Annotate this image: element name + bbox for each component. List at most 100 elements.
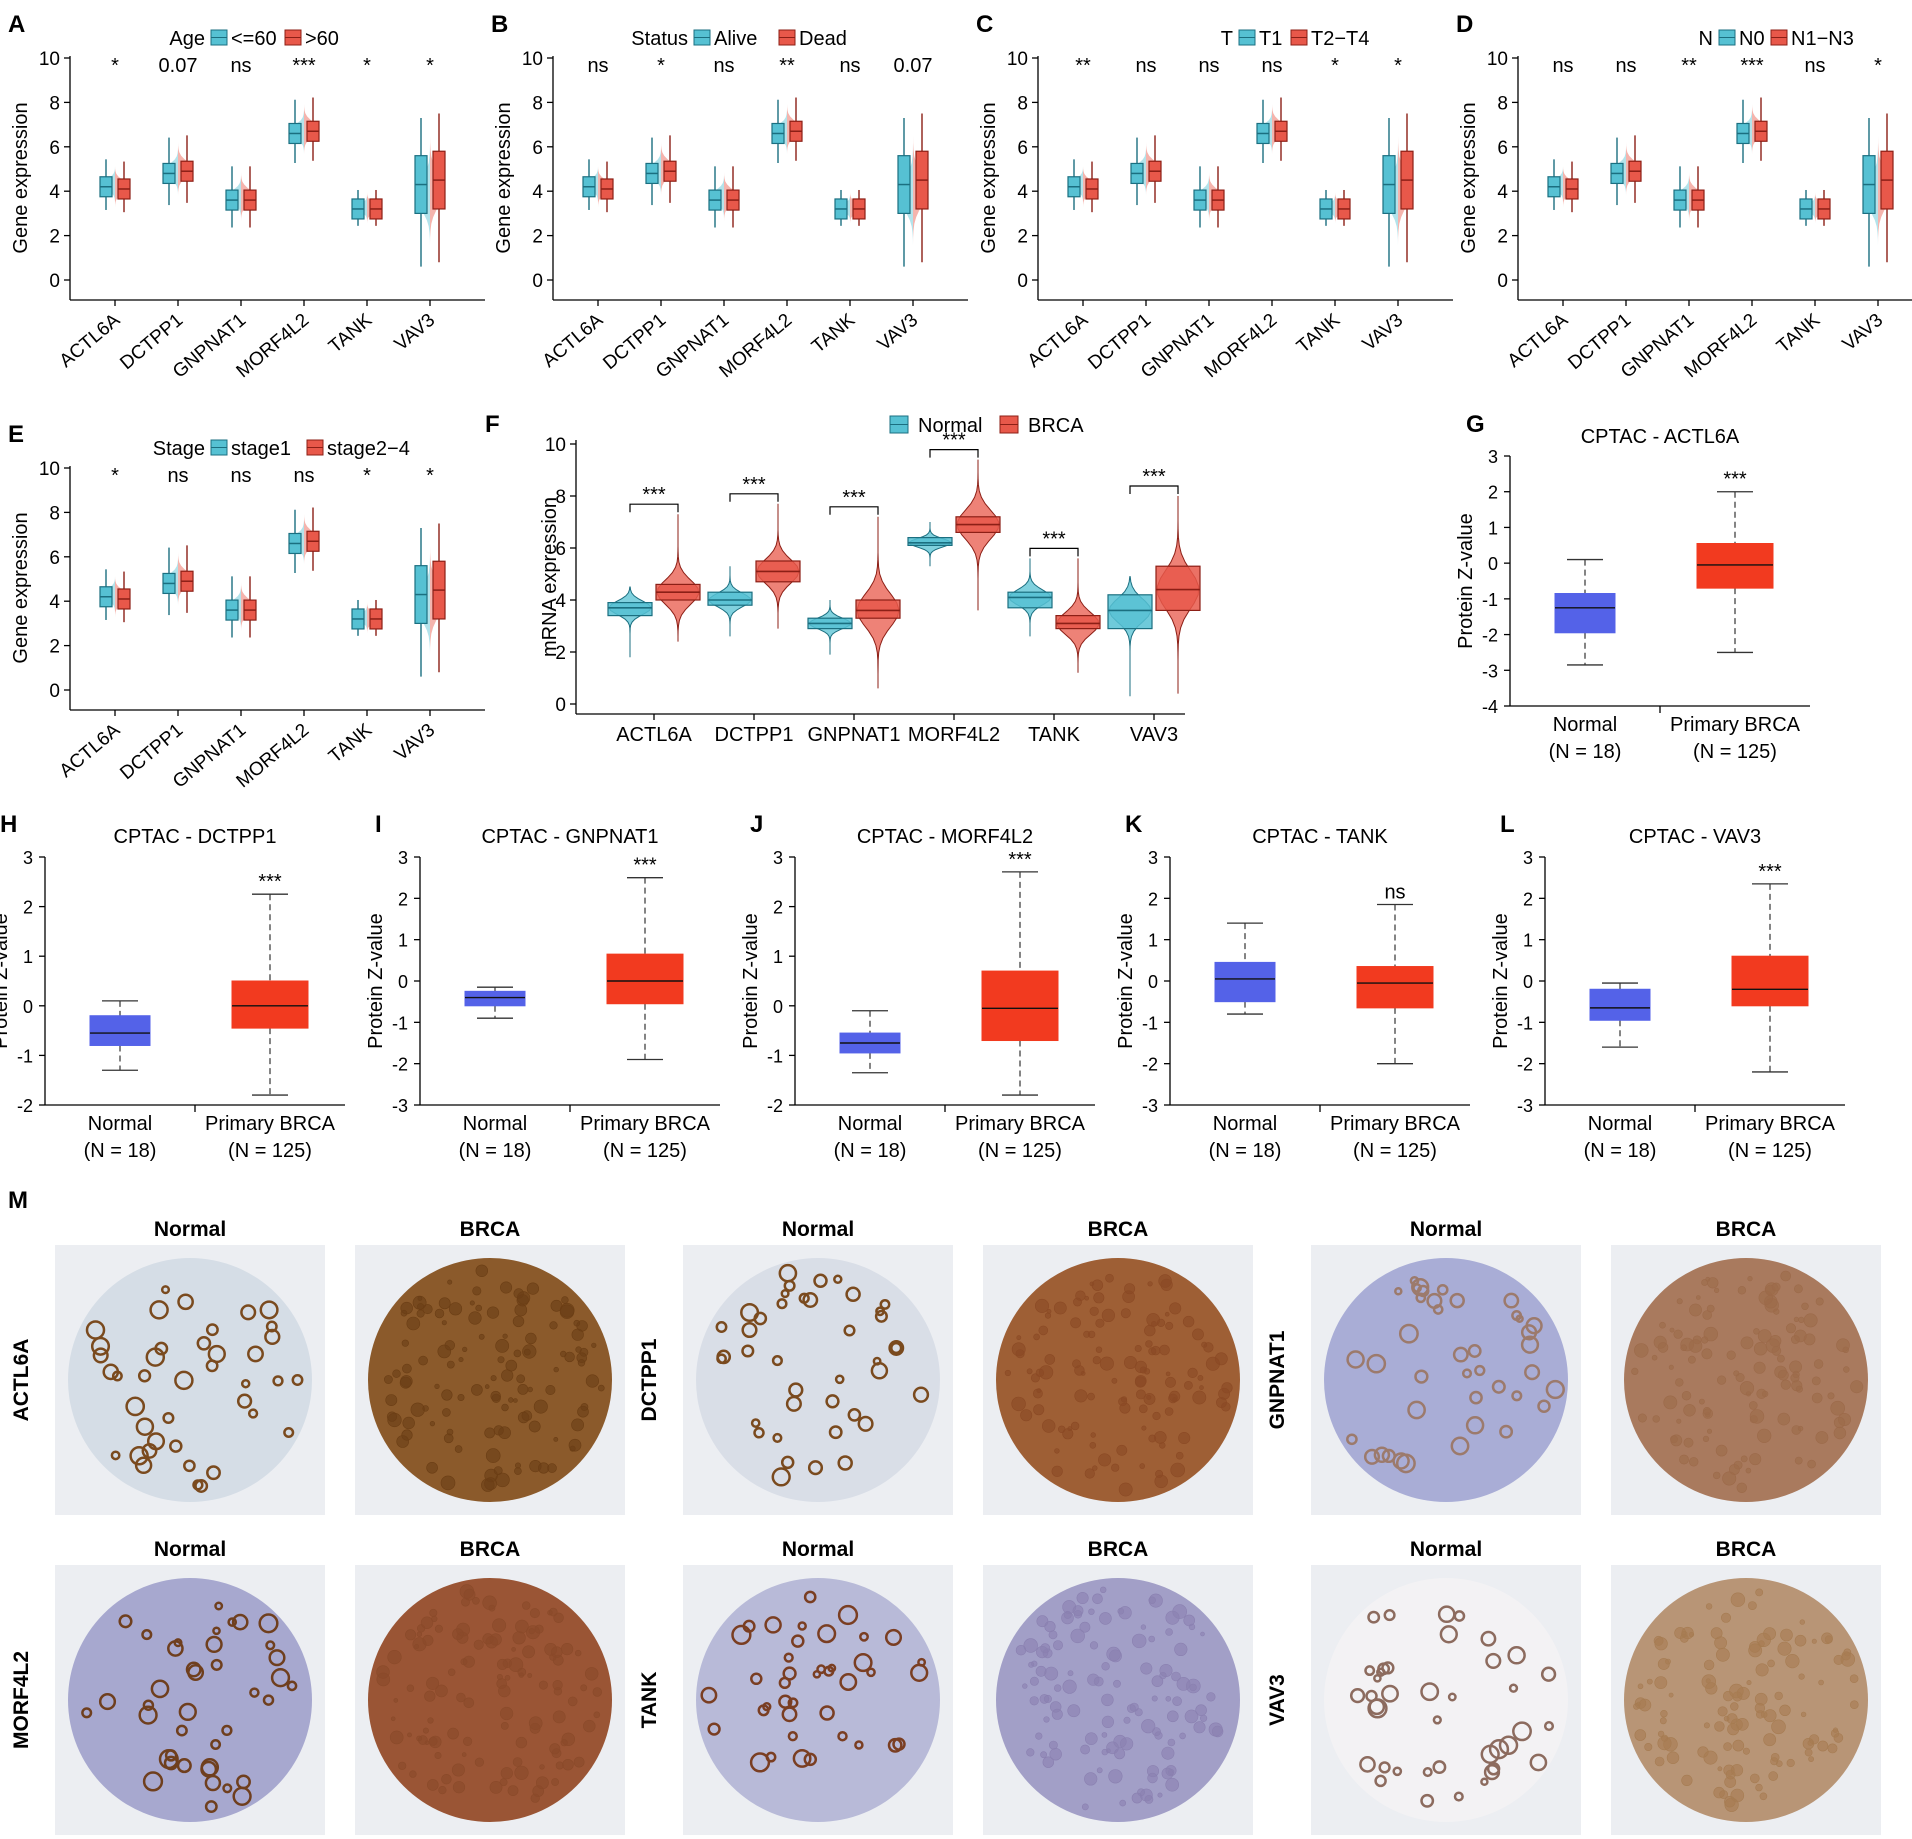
ihc-texture: [1169, 1302, 1182, 1315]
ihc-texture: [1044, 1354, 1056, 1365]
ihc-texture: [1754, 1692, 1768, 1706]
y-tick-label: 0: [532, 271, 543, 292]
x-tick-label-VAV3: VAV3: [1359, 310, 1408, 356]
ihc-texture: [1654, 1676, 1668, 1689]
y-tick-label: 6: [1017, 138, 1028, 159]
ihc-texture: [185, 1661, 202, 1678]
ihc-texture: [1172, 1696, 1182, 1706]
box-normal: [1554, 593, 1616, 634]
ihc-texture: [1753, 1361, 1766, 1374]
y-tick-label: 10: [1487, 49, 1508, 70]
y-tick-label: -1: [392, 1013, 408, 1033]
ihc-texture: [1768, 1771, 1778, 1781]
ihc-texture: [451, 1763, 465, 1777]
ihc-texture: [1170, 1462, 1185, 1478]
y-tick-label: -3: [392, 1096, 408, 1116]
ihc-texture: [559, 1304, 575, 1319]
ihc-texture: [385, 1394, 398, 1406]
ihc-texture: [145, 1347, 166, 1367]
p-value-VAV3: 0.07: [894, 55, 933, 77]
ihc-texture: [1683, 1404, 1696, 1417]
y-tick-label: 0: [23, 997, 33, 1017]
ihc-texture: [536, 1776, 549, 1790]
cptac-panel-J: J CPTAC - MORF4L2 -2 -1 0 1 2 3 Protein Z-value N…: [740, 811, 1095, 1162]
ihc-texture: [1049, 1740, 1058, 1750]
p-value-ACTL6A: *: [111, 55, 119, 77]
col-header-normal: Normal: [1410, 1218, 1482, 1241]
ihc-texture: [1147, 1281, 1153, 1287]
y-tick-label: -2: [1517, 1055, 1533, 1075]
ihc-texture: [1833, 1733, 1844, 1743]
x-tick-label-TANK: TANK: [325, 310, 376, 358]
ihc-texture: [441, 1320, 447, 1326]
ihc-texture: [555, 1761, 564, 1770]
x-tick-label-GNPNAT1: GNPNAT1: [808, 724, 901, 746]
panel-label-H: H: [0, 811, 17, 838]
ihc-texture: [1171, 1671, 1181, 1682]
ihc-texture: [1733, 1370, 1740, 1377]
ihc-texture: [1120, 1308, 1131, 1319]
col-header-normal: Normal: [154, 1218, 226, 1241]
ihc-texture: [584, 1667, 599, 1681]
ihc-texture: [1145, 1340, 1153, 1348]
ihc-texture: [700, 1686, 718, 1704]
gene-label-VAV3: VAV3: [1266, 1674, 1289, 1726]
ihc-texture: [1669, 1327, 1675, 1333]
ihc-texture: [1367, 1610, 1381, 1624]
ihc-texture: [428, 1736, 438, 1746]
ihc-texture: [1449, 1292, 1465, 1309]
ihc-texture: [892, 1737, 906, 1751]
ihc-texture: [1042, 1756, 1055, 1768]
ihc-texture: [1755, 1588, 1764, 1597]
ihc-texture: [1029, 1696, 1039, 1706]
ihc-texture: [452, 1628, 464, 1640]
ihc-texture: [1786, 1323, 1797, 1334]
ihc-texture: [1093, 1676, 1104, 1687]
ihc-texture: [1701, 1348, 1713, 1360]
ihc-texture: [492, 1618, 507, 1633]
ihc-texture: [475, 1304, 483, 1312]
ihc-texture: [1668, 1692, 1674, 1698]
ihc-texture: [512, 1631, 526, 1645]
ihc-texture: [819, 1705, 835, 1721]
ihc-texture: [387, 1649, 402, 1665]
panel-title-L: CPTAC - VAV3: [1629, 826, 1761, 848]
ihc-texture: [221, 1724, 233, 1737]
ihc-texture: [1676, 1298, 1683, 1305]
y-tick-label: 1: [1488, 518, 1498, 538]
ihc-texture: [138, 1705, 158, 1725]
ihc-texture: [1716, 1647, 1730, 1662]
panel-label-D: D: [1456, 11, 1473, 38]
ihc-texture: [1503, 1292, 1520, 1309]
ihc-texture: [1680, 1344, 1687, 1351]
ihc-texture: [1136, 1389, 1146, 1400]
y-tick-label: 1: [1523, 931, 1533, 951]
x-tick-label-TANK: TANK: [1773, 310, 1824, 358]
ihc-texture: [472, 1286, 482, 1296]
sig-label-GNPNAT1: ***: [842, 487, 866, 509]
ihc-texture: [715, 1321, 728, 1333]
ihc-texture: [1467, 1344, 1482, 1358]
ihc-texture: [160, 1285, 171, 1295]
x-label-normal: Normal: [1588, 1113, 1652, 1135]
ihc-texture: [1179, 1732, 1186, 1740]
y-tick-label: 0: [1148, 972, 1158, 992]
ihc-texture: [1216, 1397, 1227, 1408]
ihc-texture: [1827, 1392, 1835, 1400]
ihc-texture: [1798, 1316, 1805, 1323]
ihc-texture: [1830, 1400, 1845, 1416]
box-normal: [1589, 988, 1651, 1021]
ihc-texture: [496, 1658, 508, 1670]
ihc-texture: [521, 1410, 533, 1421]
p-value-GNPNAT1: ns: [713, 55, 734, 77]
ihc-texture: [1723, 1742, 1732, 1751]
ihc-texture: [1540, 1666, 1557, 1682]
p-value-TANK: ns: [1804, 55, 1825, 77]
box-BRCA-VAV3: [1155, 565, 1201, 612]
ihc-texture: [426, 1779, 439, 1791]
ihc-core-VAV3-brca: [1624, 1578, 1868, 1822]
sig-label-L: ***: [1758, 861, 1782, 883]
ihc-texture: [561, 1296, 569, 1304]
ihc-core-MORF4L2-normal: [68, 1578, 312, 1822]
ihc-texture: [1122, 1290, 1135, 1303]
